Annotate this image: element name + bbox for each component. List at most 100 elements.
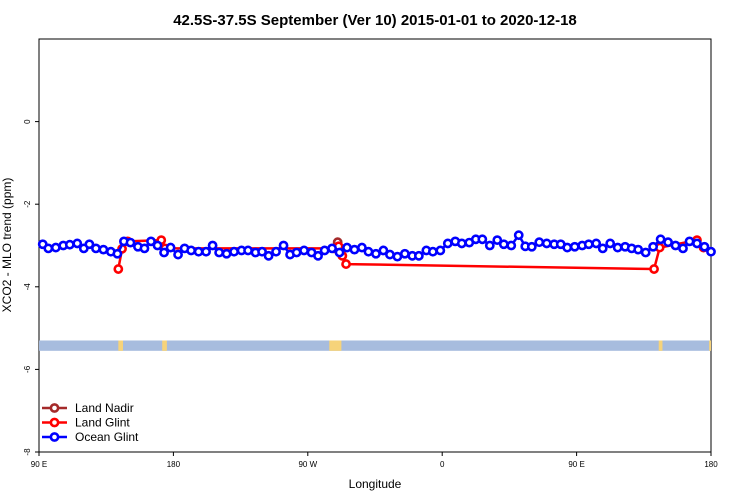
land-band-segment <box>118 340 123 351</box>
point-ocean-glint <box>678 243 688 254</box>
point-ocean-glint <box>278 240 289 251</box>
point-ocean-glint <box>378 245 389 256</box>
point-ocean-glint <box>146 236 156 247</box>
y-tick-label: 0 <box>23 119 32 124</box>
ocean-band <box>39 340 711 351</box>
point-ocean-glint <box>207 240 218 251</box>
point-ocean-glint <box>173 249 183 260</box>
point-ocean-glint <box>492 235 503 246</box>
point-ocean-glint <box>655 234 666 245</box>
point-ocean-glint <box>319 245 330 256</box>
point-ocean-glint <box>43 243 54 254</box>
point-ocean-glint <box>706 246 716 257</box>
legend-item-land-glint: Land Glint <box>42 416 130 430</box>
legend-marker <box>49 417 60 428</box>
point-ocean-glint <box>313 250 323 261</box>
point-ocean-glint <box>327 243 337 254</box>
y-tick-label: -8 <box>23 448 32 456</box>
point-ocean-glint <box>513 230 524 241</box>
point-ocean-glint <box>640 247 651 258</box>
point-ocean-glint <box>541 238 552 249</box>
point-ocean-glint <box>648 241 659 252</box>
land-band-segment <box>658 340 663 351</box>
x-axis-label: Longitude <box>349 477 402 491</box>
point-ocean-glint <box>221 248 232 259</box>
legend-label: Land Glint <box>75 416 130 430</box>
land-band-segment <box>329 340 342 351</box>
point-ocean-glint <box>392 251 403 262</box>
y-tick-label: -2 <box>23 200 32 208</box>
point-ocean-glint <box>506 240 517 251</box>
x-tick-label: 180 <box>704 460 718 469</box>
point-ocean-glint <box>477 234 488 245</box>
point-ocean-glint <box>214 247 225 258</box>
legend-marker <box>49 403 60 413</box>
point-ocean-glint <box>583 239 594 250</box>
x-tick-label: 90 W <box>298 460 317 469</box>
point-ocean-glint <box>112 248 123 259</box>
point-ocean-glint <box>342 242 352 253</box>
point-ocean-glint <box>484 240 495 251</box>
point-ocean-glint <box>442 238 453 249</box>
legend-marker <box>49 432 60 442</box>
legend-label: Ocean Glint <box>75 430 139 444</box>
y-axis: 0 -2 -4 -6 -8 <box>23 119 39 456</box>
point-ocean-glint <box>165 242 176 253</box>
point-ocean-glint <box>534 237 545 248</box>
point-ocean-glint <box>435 245 446 256</box>
point-ocean-glint <box>243 245 253 256</box>
point-ocean-glint <box>371 248 381 259</box>
point-ocean-glint <box>456 238 467 249</box>
point-ocean-glint <box>363 246 374 257</box>
point-ocean-glint <box>562 242 573 253</box>
legend-label: Land Nadir <box>75 401 134 415</box>
point-ocean-glint <box>569 241 580 252</box>
point-ocean-glint <box>591 238 602 249</box>
point-ocean-glint <box>334 247 345 258</box>
point-ocean-glint <box>64 239 75 250</box>
point-ocean-glint <box>692 238 702 249</box>
legend-item-land-nadir: Land Nadir <box>42 401 134 415</box>
point-land-glint <box>649 264 659 274</box>
point-ocean-glint <box>98 244 109 255</box>
point-ocean-glint <box>633 244 644 255</box>
chart-title: 42.5S-37.5S September (Ver 10) 2015-01-0… <box>173 12 577 29</box>
point-ocean-glint <box>413 250 424 261</box>
point-ocean-glint <box>193 246 204 257</box>
point-ocean-glint <box>201 246 211 257</box>
x-tick-label: 180 <box>167 460 181 469</box>
point-ocean-glint <box>699 241 710 252</box>
point-ocean-glint <box>299 245 309 256</box>
point-ocean-glint <box>605 238 616 249</box>
point-ocean-glint <box>612 242 623 253</box>
point-ocean-glint <box>152 240 163 251</box>
point-ocean-glint <box>357 242 367 253</box>
point-ocean-glint <box>257 246 267 257</box>
point-ocean-glint <box>139 243 150 254</box>
x-tick-label: 0 <box>440 460 445 469</box>
point-ocean-glint <box>399 248 410 259</box>
y-tick-label: -4 <box>23 283 32 291</box>
series-ocean-glint <box>37 230 716 262</box>
x-axis: 90 E 180 90 W 0 90 E 180 <box>31 452 718 469</box>
point-ocean-glint <box>50 242 61 253</box>
y-tick-label: -6 <box>23 365 32 373</box>
point-ocean-glint <box>663 237 673 248</box>
legend-item-ocean-glint: Ocean Glint <box>42 430 139 444</box>
point-ocean-glint <box>84 239 95 250</box>
series-layer <box>37 230 716 274</box>
point-ocean-glint <box>684 236 695 247</box>
land-ocean-band <box>39 340 711 351</box>
land-band-segment <box>162 340 167 351</box>
point-ocean-glint <box>125 237 136 248</box>
point-ocean-glint <box>271 246 281 257</box>
point-ocean-glint <box>263 250 274 261</box>
point-ocean-glint <box>72 238 83 249</box>
point-ocean-glint <box>229 246 239 257</box>
point-ocean-glint <box>597 243 608 254</box>
point-ocean-glint <box>349 244 360 255</box>
point-ocean-glint <box>385 249 395 260</box>
y-axis-label: XCO2 - MLO trend (ppm) <box>0 178 14 313</box>
